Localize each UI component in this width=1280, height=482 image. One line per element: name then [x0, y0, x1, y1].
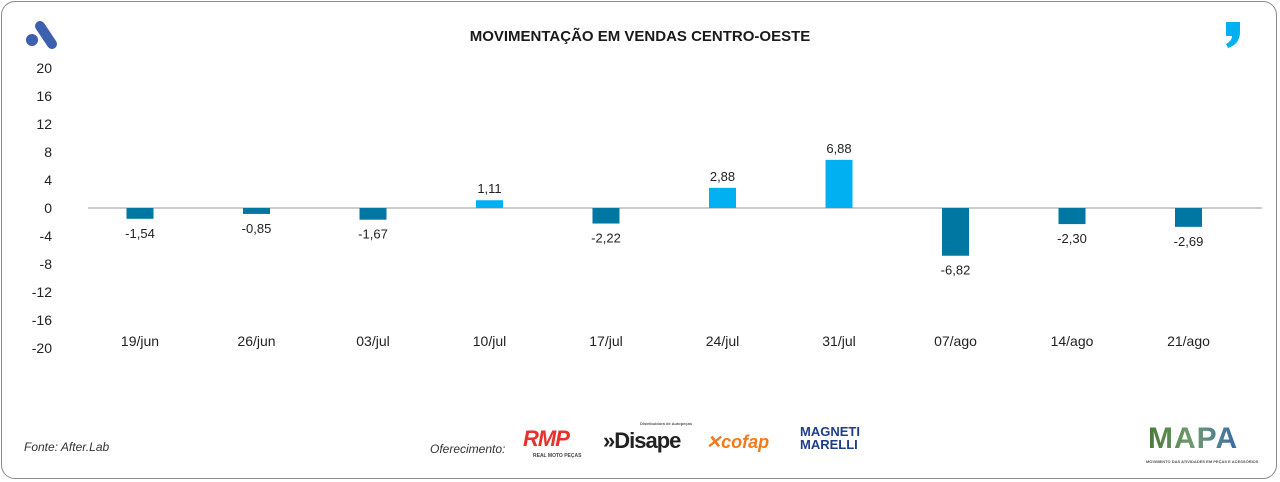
- bar-19/jun: [126, 208, 154, 219]
- magneti-marelli-logo: MAGNETI MARELLI: [800, 424, 860, 452]
- data-label: 6,88: [826, 141, 851, 156]
- y-tick-label: 8: [44, 144, 52, 160]
- y-tick-label: 4: [44, 172, 52, 188]
- data-label: -2,22: [591, 231, 621, 246]
- bar-03/jul: [359, 208, 387, 220]
- offered-by-label: Oferecimento:: [430, 442, 506, 456]
- y-tick-label: 20: [36, 60, 52, 76]
- disape-subtitle: Distribuidora de Autopeças: [640, 421, 693, 426]
- bar-31/jul: [825, 159, 853, 208]
- x-tick-label: 31/jul: [822, 333, 855, 349]
- cofap-logo: ✕cofap: [706, 432, 770, 452]
- x-tick-label: 17/jul: [589, 333, 622, 349]
- y-tick-label: 0: [44, 200, 52, 216]
- bar-26/jun: [243, 208, 270, 214]
- y-tick-label: -4: [40, 228, 53, 244]
- data-label: -2,30: [1057, 231, 1087, 246]
- x-tick-label: 10/jul: [473, 333, 506, 349]
- mapa-subtitle: MOVIMENTO DAS ATIVIDADES EM PEÇAS E ACES…: [1146, 459, 1259, 464]
- brand-a-logo: [26, 21, 57, 49]
- bar-24/jul: [709, 187, 736, 208]
- x-tick-label: 14/ago: [1051, 333, 1094, 349]
- data-label: 1,11: [477, 181, 501, 196]
- data-label: -2,69: [1174, 234, 1204, 249]
- quote-logo-icon: [1226, 22, 1240, 48]
- bar-14/ago: [1058, 208, 1086, 225]
- y-tick-label: -8: [40, 256, 53, 272]
- bar-17/jul: [592, 208, 620, 224]
- y-tick-label: -20: [32, 340, 52, 356]
- y-tick-label: 12: [36, 116, 52, 132]
- disape-logo: »Disape: [603, 428, 681, 453]
- rmp-subtitle: REAL MOTO PEÇAS: [533, 453, 582, 459]
- data-label: -6,82: [941, 263, 971, 278]
- source-note: Fonte: After.Lab: [24, 440, 110, 454]
- bar-10/jul: [476, 200, 503, 208]
- mapa-logo: MAPA: [1148, 422, 1239, 455]
- y-tick-label: 16: [36, 88, 52, 104]
- x-tick-label: 03/jul: [356, 333, 389, 349]
- x-tick-label: 21/ago: [1167, 333, 1210, 349]
- chart-title: MOVIMENTAÇÃO EM VENDAS CENTRO-OESTE: [469, 28, 811, 45]
- data-label: -1,54: [125, 226, 155, 241]
- x-tick-label: 26/jun: [237, 333, 275, 349]
- rmp-logo: RMP: [523, 426, 570, 451]
- cofap-text: cofap: [721, 432, 770, 452]
- y-tick-label: -16: [32, 312, 52, 328]
- x-tick-label: 07/ago: [934, 333, 977, 349]
- bar-07/ago: [942, 208, 969, 256]
- bar-21/ago: [1175, 208, 1202, 227]
- x-tick-label: 24/jul: [706, 333, 739, 349]
- disape-text: Disape: [614, 428, 681, 453]
- x-tick-label: 19/jun: [121, 333, 159, 349]
- data-label: -1,67: [358, 227, 388, 242]
- data-label: -0,85: [242, 221, 272, 236]
- data-label: 2,88: [710, 169, 735, 184]
- y-tick-label: -12: [32, 284, 52, 300]
